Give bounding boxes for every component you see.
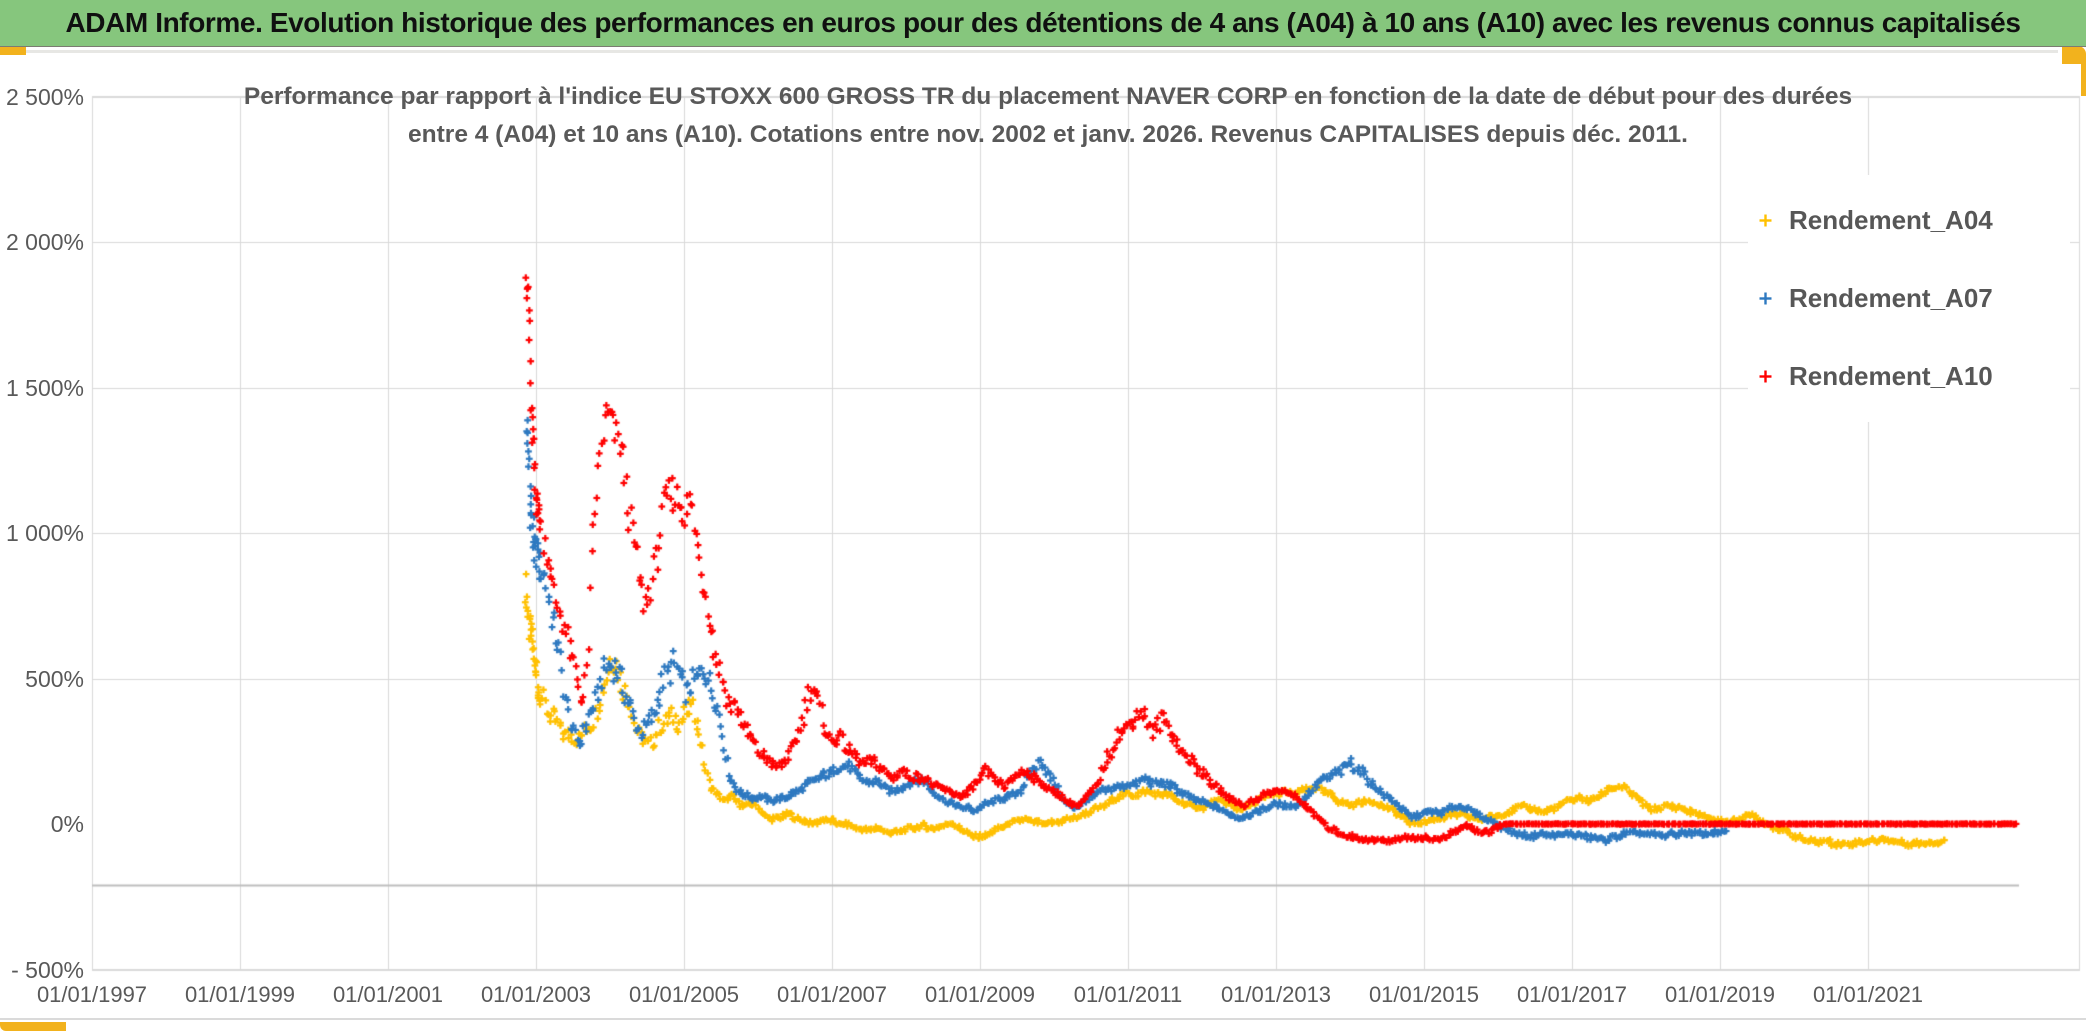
y-tick-label: 0% bbox=[50, 811, 84, 837]
x-tick-label: 01/01/1997 bbox=[36, 982, 148, 1007]
y-tick-label: 1 000% bbox=[5, 520, 84, 546]
legend-label-a04: Rendement_A04 bbox=[1789, 204, 1993, 235]
x-tick-label: 01/01/2009 bbox=[924, 982, 1036, 1007]
legend-item-a04[interactable]: Rendement_A04 bbox=[1758, 205, 2070, 236]
x-tick-label: 01/01/1999 bbox=[184, 982, 296, 1007]
legend-item-a10[interactable]: Rendement_A10 bbox=[1758, 361, 2070, 392]
gold-frame-bottom-left-corner bbox=[0, 1022, 66, 1031]
gold-frame-top-right-corner bbox=[2062, 46, 2086, 64]
x-tick-label: 01/01/2001 bbox=[332, 982, 444, 1007]
x-tick-label: 01/01/2021 bbox=[1812, 982, 1924, 1007]
chart-area-top-border bbox=[24, 50, 2058, 53]
y-tick-label: 500% bbox=[25, 665, 84, 692]
x-tick-label: 01/01/2003 bbox=[480, 982, 592, 1007]
x-tick-label: 01/01/2015 bbox=[1368, 982, 1480, 1007]
x-tick-label: 01/01/2007 bbox=[776, 982, 888, 1007]
legend-label-a07: Rendement_A07 bbox=[1789, 282, 1993, 313]
x-tick-label: 01/01/2011 bbox=[1073, 982, 1183, 1007]
legend-marker-a04-icon bbox=[1759, 214, 1772, 227]
x-tick-label: 01/01/2017 bbox=[1516, 982, 1628, 1007]
legend: Rendement_A04 Rendement_A07 Rendement_A1… bbox=[1748, 175, 2070, 422]
banner-title: ADAM Informe. Evolution historique des p… bbox=[0, 0, 2086, 47]
x-tick-label: 01/01/2005 bbox=[628, 982, 740, 1007]
chart-title-line1: Performance par rapport à l'indice EU ST… bbox=[243, 83, 1853, 110]
gold-frame-top-left-corner bbox=[0, 46, 26, 55]
gold-frame-right-edge bbox=[2081, 60, 2086, 96]
legend-label-a10: Rendement_A10 bbox=[1789, 361, 1993, 392]
chart-title-line2: entre 4 (A04) et 10 ans (A10). Cotations… bbox=[408, 121, 1688, 148]
chart-area-bottom-border bbox=[0, 1018, 2086, 1020]
y-tick-label: 1 500% bbox=[5, 374, 84, 401]
x-tick-label: 01/01/2019 bbox=[1664, 982, 1776, 1007]
legend-marker-a10-icon bbox=[1759, 370, 1772, 383]
chart-title: Performance par rapport à l'indice EU ST… bbox=[92, 78, 2004, 154]
legend-marker-a07-icon bbox=[1759, 292, 1772, 305]
y-tick-label: 2 000% bbox=[5, 229, 84, 255]
x-tick-label: 01/01/2013 bbox=[1220, 982, 1332, 1007]
y-tick-label: - 500% bbox=[11, 956, 84, 983]
legend-item-a07[interactable]: Rendement_A07 bbox=[1758, 283, 2070, 314]
y-tick-label: 2 500% bbox=[5, 83, 84, 110]
